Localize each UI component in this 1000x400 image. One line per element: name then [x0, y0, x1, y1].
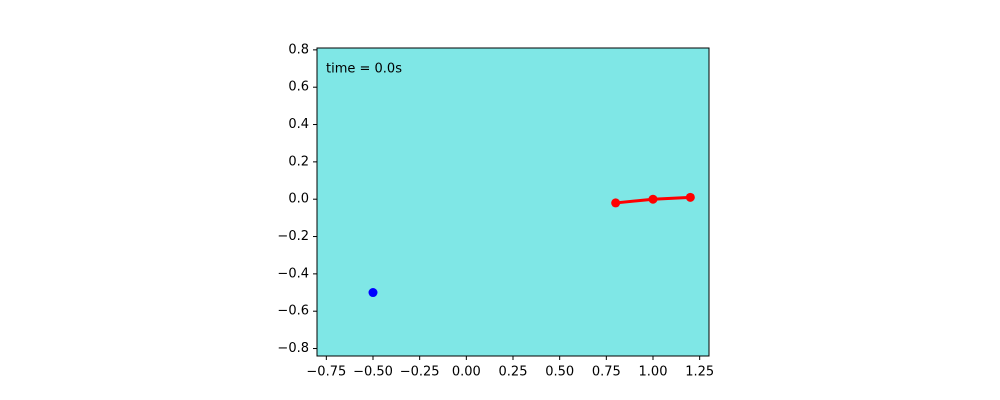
annotation: time = 0.0s: [326, 62, 402, 77]
y-tick-label: 0.4: [288, 117, 309, 132]
y-tick-label: −0.8: [277, 341, 309, 356]
y-tick-label: −0.2: [277, 229, 309, 244]
x-tick-label: −0.50: [353, 365, 393, 380]
point: [368, 288, 378, 298]
x-tick-label: 0.50: [545, 365, 574, 380]
x-tick-label: −0.75: [306, 365, 346, 380]
x-tick-label: 0.25: [499, 365, 528, 380]
y-tick-label: 0.6: [288, 80, 309, 95]
x-tick-label: 1.00: [639, 365, 668, 380]
point: [611, 198, 621, 208]
y-tick-label: 0.2: [288, 154, 309, 169]
point: [685, 192, 695, 202]
y-tick-label: 0.0: [288, 192, 309, 207]
plot-background: [317, 48, 709, 356]
x-tick-label: −0.25: [400, 365, 440, 380]
x-tick-label: 1.25: [685, 365, 714, 380]
y-tick-label: 0.8: [288, 42, 309, 57]
x-tick-label: 0.00: [452, 365, 481, 380]
y-tick-label: −0.4: [277, 266, 309, 281]
plot-layer: [368, 192, 695, 298]
point: [648, 194, 658, 204]
y-tick-label: −0.6: [277, 304, 309, 319]
x-tick-label: 0.75: [592, 365, 621, 380]
